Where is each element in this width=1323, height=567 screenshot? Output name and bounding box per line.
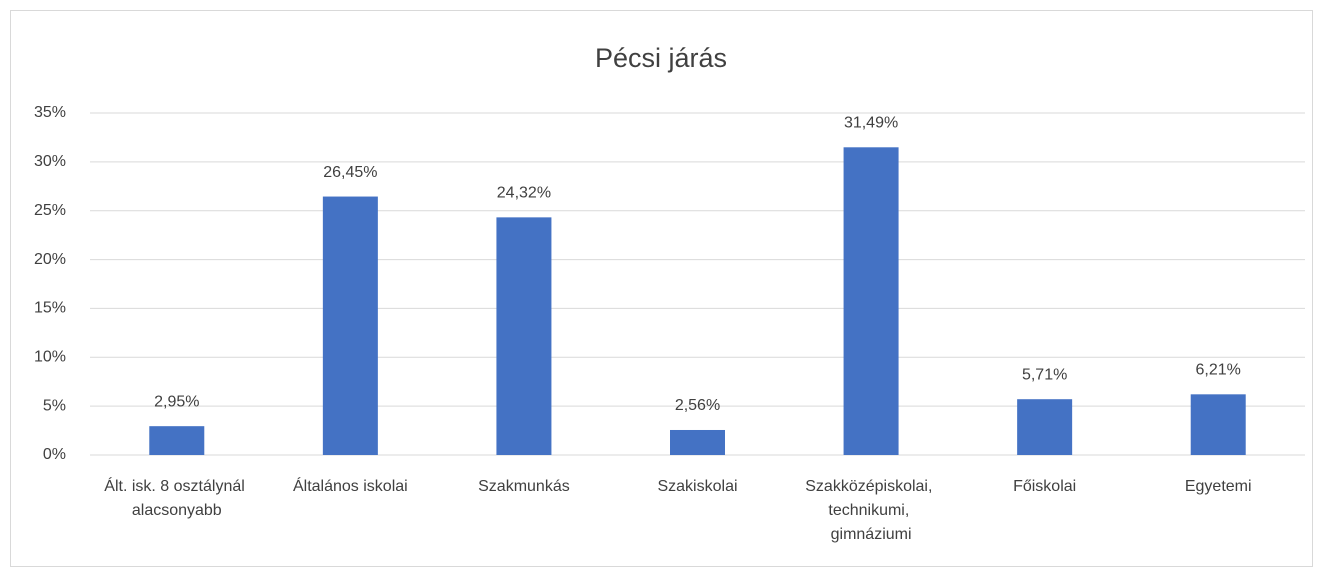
y-tick-label: 25% [34, 202, 66, 219]
bar [670, 429, 725, 455]
x-tick-label: Általános iskolai [293, 476, 408, 495]
bar [322, 196, 378, 455]
y-tick-label: 5% [43, 397, 66, 414]
x-tick-label: Főiskolai [1013, 478, 1076, 495]
y-tick-label: 30% [34, 153, 66, 170]
bar [149, 426, 205, 455]
data-label: 24,32% [497, 185, 551, 202]
data-label: 6,21% [1196, 362, 1241, 379]
bar [496, 217, 552, 455]
x-tick-label: Szakközépiskolai, technikumi, gimnáziumi [805, 478, 937, 543]
y-tick-label: 20% [34, 251, 66, 268]
bar [1190, 394, 1246, 455]
data-label: 31,49% [844, 115, 898, 132]
y-tick-label: 10% [34, 349, 66, 366]
bar [843, 147, 899, 455]
chart-border [10, 10, 1313, 567]
x-tick-label: Ált. isk. 8 osztálynál alacsonyabb [104, 476, 249, 519]
x-tick-label: Szakiskolai [657, 478, 737, 495]
x-tick-label: Szakmunkás [478, 478, 570, 495]
bar [1017, 399, 1073, 455]
chart-title: Pécsi járás [595, 43, 727, 73]
y-tick-label: 35% [34, 104, 66, 121]
data-label: 2,95% [154, 393, 199, 410]
data-label: 26,45% [323, 164, 377, 181]
x-tick-label: Egyetemi [1185, 478, 1252, 495]
data-label: 2,56% [675, 397, 720, 414]
y-tick-label: 15% [34, 300, 66, 317]
data-label: 5,71% [1022, 366, 1067, 383]
y-tick-label: 0% [43, 446, 66, 463]
